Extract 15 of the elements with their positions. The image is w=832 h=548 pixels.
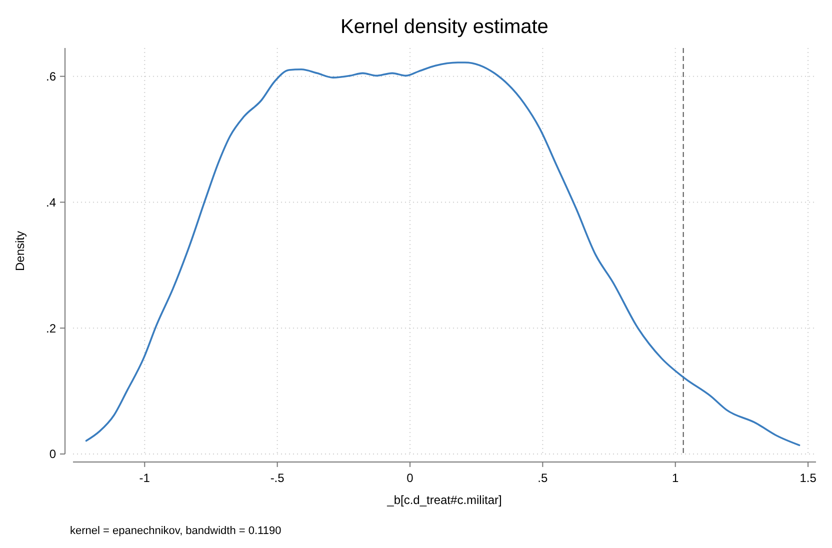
x-tick-label: 1.5 (800, 471, 817, 485)
x-tick-label: -.5 (270, 471, 285, 485)
x-tick-label: 1 (672, 471, 680, 485)
line-series (85, 62, 800, 446)
y-axis-title: Density (13, 230, 27, 272)
text: kernel = epanechnikov, bandwidth = 0.1190 (70, 525, 282, 537)
x-tick-label: .5 (538, 471, 548, 485)
y-tick-label: .2 (46, 321, 56, 336)
y-tick-label: .4 (46, 195, 56, 210)
x-tick-label: 0 (406, 471, 414, 485)
y-tick-label: 0 (49, 447, 56, 462)
x-tick-label: -1 (139, 471, 150, 485)
chart-title: Kernel density estimate (340, 16, 548, 38)
y-tick-label: .6 (46, 70, 56, 84)
x-axis-title: _b[c.d_treat#c.militar] (386, 493, 502, 507)
